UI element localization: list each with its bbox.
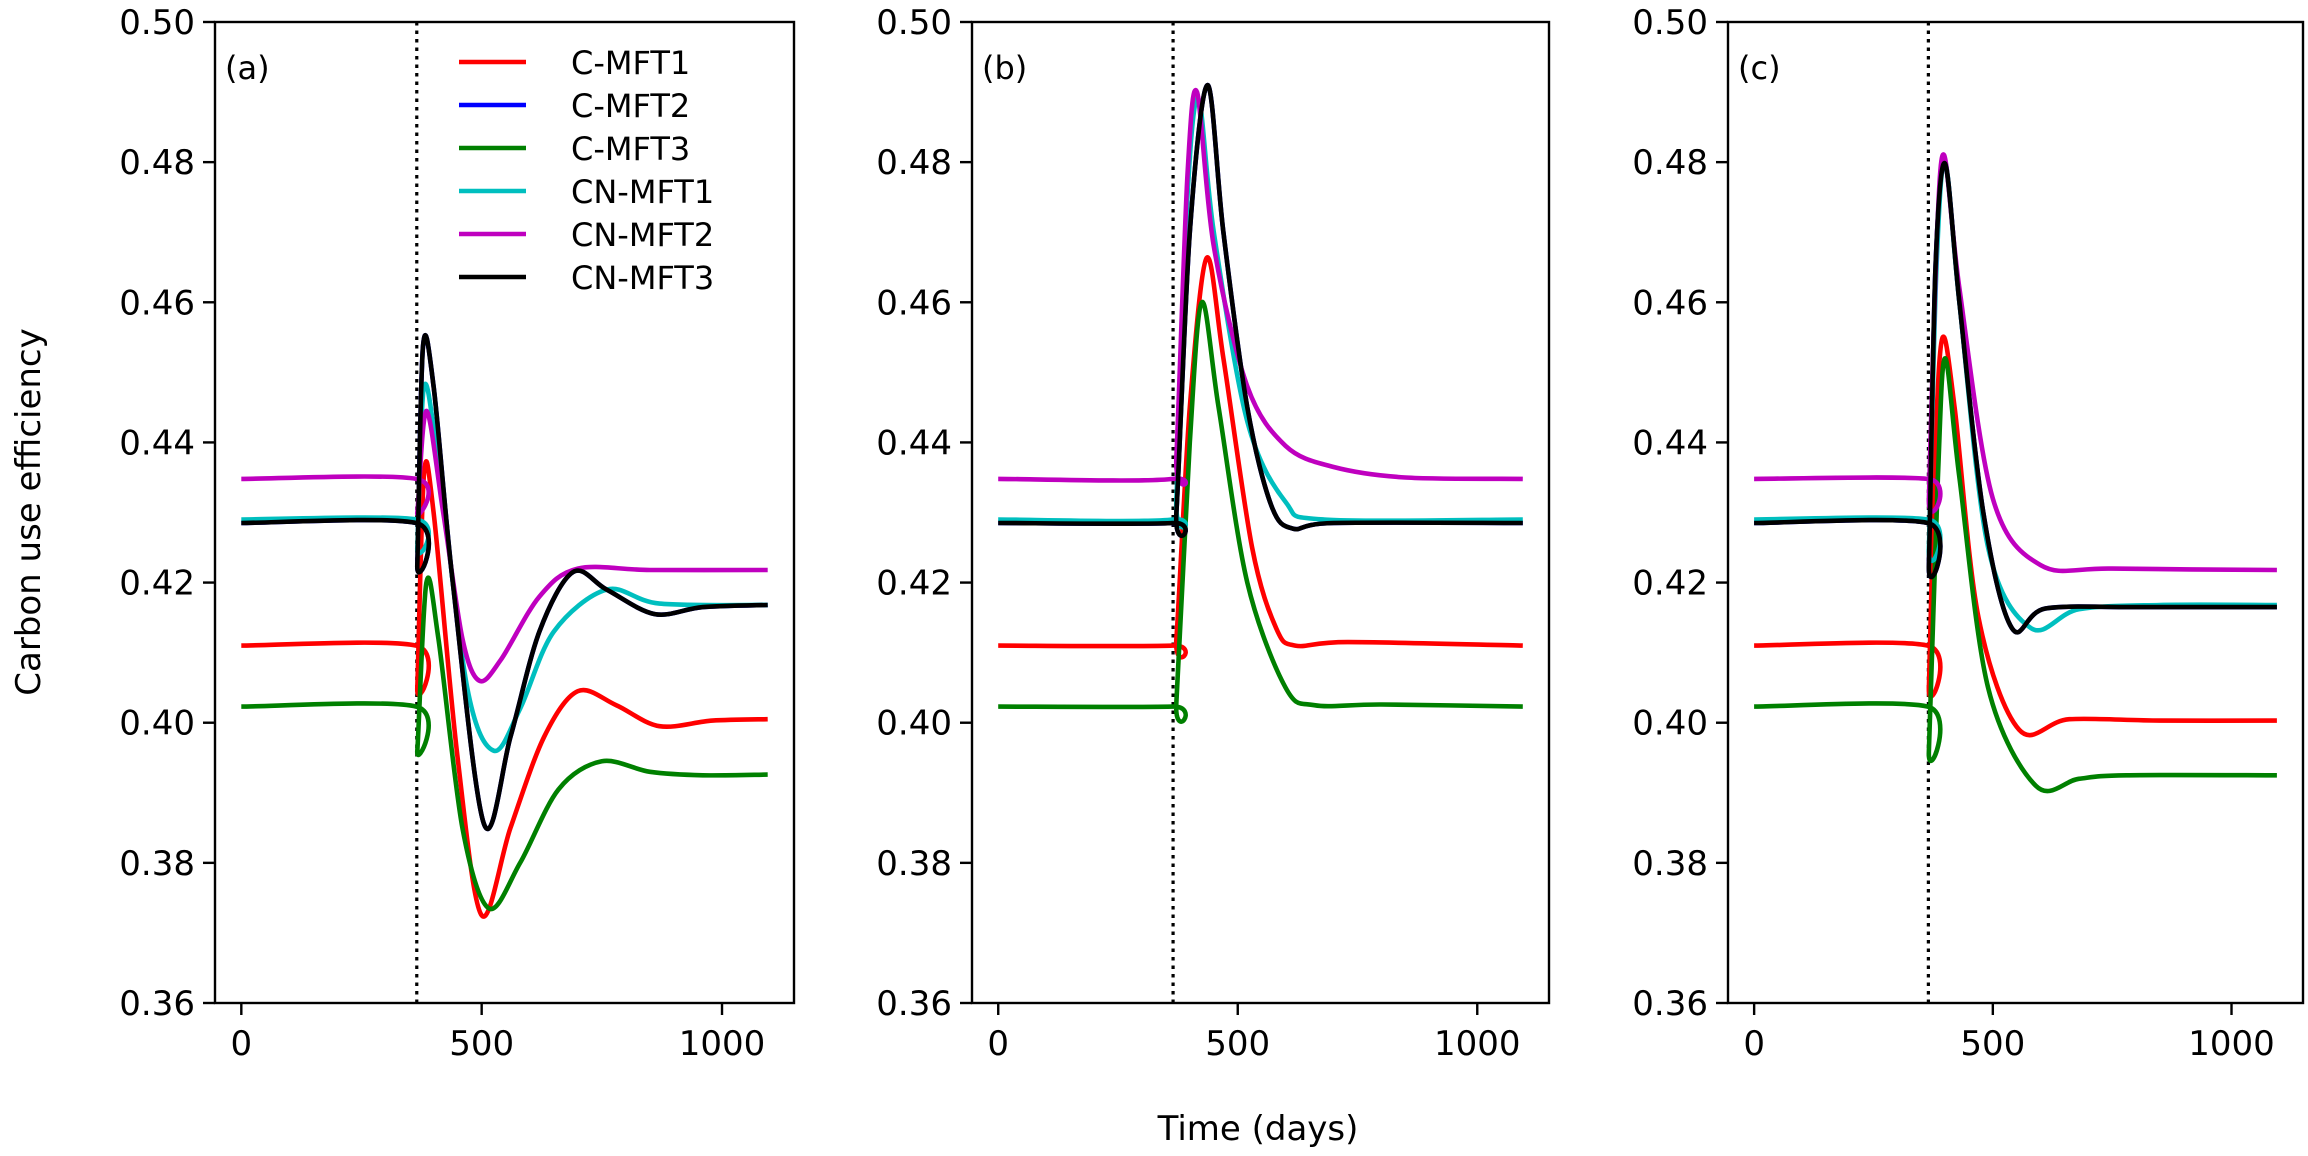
series-line-c-mft1	[241, 459, 768, 919]
panel-b: 0.36 0.38 0.40 0.42 0.44 0.46 0.48 0.50 0 500 1000…	[876, 3, 1551, 1064]
legend-entry: CN-MFT2	[571, 216, 714, 254]
y-tick-label: 0.42	[876, 564, 952, 604]
y-tick-label: 0.38	[876, 844, 952, 884]
y-tick-label: 0.46	[119, 283, 195, 323]
x-tick-label: 1000	[2188, 1024, 2275, 1064]
series-line-cn-mft2	[1754, 152, 2277, 574]
y-tick-label: 0.36	[119, 984, 195, 1024]
x-tick-label: 500	[1960, 1024, 2025, 1064]
x-tick-label: 500	[1205, 1024, 1270, 1064]
legend-entry: CN-MFT3	[571, 259, 714, 297]
axes-frame	[970, 20, 1551, 1005]
y-tick-label: 0.40	[1632, 704, 1708, 744]
y-tick-label: 0.48	[876, 143, 952, 183]
series-line-c-mft2	[1754, 160, 2277, 635]
y-tick-label: 0.40	[119, 704, 195, 744]
legend-entry: C-MFT1	[571, 44, 690, 82]
y-tick-label: 0.46	[876, 283, 952, 323]
y-tick-label: 0.48	[1632, 143, 1708, 183]
panel-label: (a)	[225, 49, 270, 87]
y-tick-label: 0.40	[876, 704, 952, 744]
x-axis-label: Time (days)	[1157, 1109, 1359, 1149]
axes-frame	[213, 20, 796, 1005]
x-tick-label: 0	[230, 1024, 252, 1064]
y-tick-label: 0.44	[1632, 423, 1708, 463]
y-tick-label: 0.44	[876, 423, 952, 463]
y-tick-label: 0.38	[1632, 844, 1708, 884]
panel-label: (b)	[982, 49, 1027, 87]
legend-entry: C-MFT3	[571, 130, 690, 168]
y-tick-label: 0.50	[1632, 3, 1708, 43]
series-line-c-mft3	[998, 299, 1523, 724]
x-tick-label: 0	[987, 1024, 1009, 1064]
legend-entry: CN-MFT1	[571, 173, 714, 211]
panel-label: (c)	[1738, 49, 1781, 87]
series-line-c-mft3	[241, 575, 768, 912]
series-line-cn-mft3	[1754, 160, 2277, 635]
y-tick-label: 0.44	[119, 423, 195, 463]
series-line-cn-mft3	[241, 332, 768, 831]
series-line-cn-mft2	[241, 408, 768, 684]
plot-area	[241, 22, 768, 1003]
series-line-cn-mft3	[998, 82, 1523, 539]
panel-a: 0.36 0.38 0.40 0.42 0.44 0.46 0.48 0.50 0 500 1000…	[119, 3, 796, 1064]
axes-frame	[1726, 20, 2305, 1005]
plot-area	[1754, 22, 2277, 1003]
y-tick-label: 0.38	[119, 844, 195, 884]
y-tick-label: 0.50	[119, 3, 195, 43]
series-line-cn-mft1	[1754, 159, 2277, 633]
y-tick-label: 0.46	[1632, 283, 1708, 323]
x-tick-label: 500	[449, 1024, 514, 1064]
x-tick-label: 1000	[679, 1024, 766, 1064]
y-tick-label: 0.36	[1632, 984, 1708, 1024]
series-line-c-mft1	[998, 255, 1523, 660]
y-tick-label: 0.50	[876, 3, 952, 43]
panel-c: 0.36 0.38 0.40 0.42 0.44 0.46 0.48 0.50 0 500 1000…	[1632, 3, 2305, 1064]
legend: C-MFT1 C-MFT2 C-MFT3 CN-MFT1 CN-MFT2 CN-MFT3	[459, 44, 714, 297]
legend-entry: C-MFT2	[571, 87, 690, 125]
series-line-cn-mft1	[241, 381, 768, 754]
y-axis-label: Carbon use efficiency	[9, 328, 49, 696]
y-tick-label: 0.42	[119, 564, 195, 604]
x-tick-label: 1000	[1434, 1024, 1521, 1064]
y-tick-label: 0.36	[876, 984, 952, 1024]
series-line-c-mft1	[1754, 334, 2277, 738]
x-tick-label: 0	[1743, 1024, 1765, 1064]
series-line-c-mft3	[1754, 356, 2277, 794]
y-tick-label: 0.48	[119, 143, 195, 183]
y-tick-label: 0.42	[1632, 564, 1708, 604]
series-line-cn-mft2	[998, 87, 1523, 487]
plot-area	[998, 22, 1523, 1003]
